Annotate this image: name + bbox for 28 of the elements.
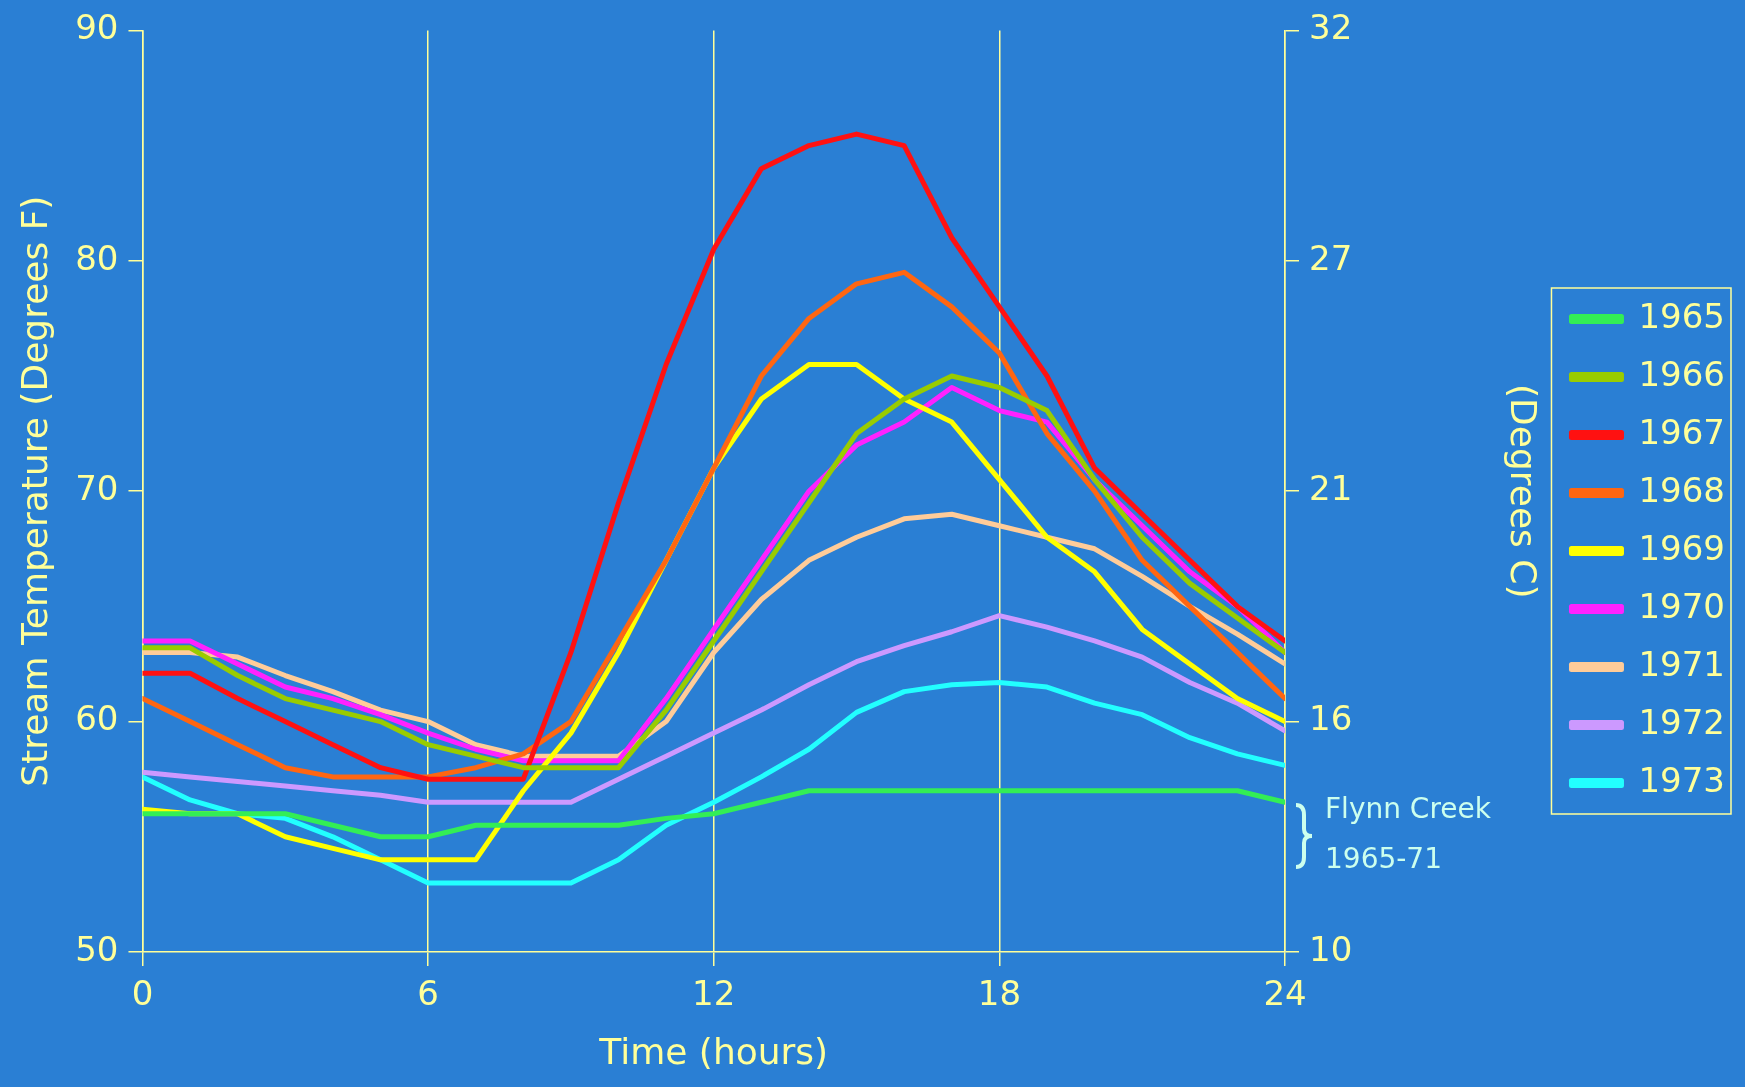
- legend-label: 1965: [1638, 295, 1725, 336]
- legend-label: 1973: [1638, 759, 1725, 800]
- x-tick-label: 12: [692, 973, 736, 1014]
- y-tick-label: 50: [75, 928, 119, 969]
- legend-label: 1968: [1638, 469, 1725, 510]
- legend-label: 1970: [1638, 585, 1725, 626]
- y-tick-label: 80: [75, 237, 119, 278]
- legend-label: 1969: [1638, 527, 1725, 568]
- y-tick-label: 60: [75, 698, 119, 739]
- x-tick-label: 24: [1263, 973, 1307, 1014]
- y-tick-label: 70: [75, 468, 119, 509]
- y2-tick-label: 32: [1309, 7, 1353, 48]
- x-axis-title: Time (hours): [598, 1030, 829, 1072]
- y-tick-label: 90: [75, 7, 119, 48]
- x-tick-label: 0: [131, 973, 154, 1014]
- x-tick-label: 18: [977, 973, 1022, 1014]
- text: Flynn Creek 1965-71: [1325, 791, 1492, 875]
- legend-label: 1972: [1638, 701, 1725, 742]
- y2-tick-label: 16: [1309, 698, 1353, 739]
- x-tick-label: 6: [417, 973, 439, 1014]
- y-axis-title: Stream Temperature (Degrees F): [13, 195, 55, 787]
- y2-tick-label: 10: [1309, 928, 1353, 969]
- legend-label: 1967: [1638, 411, 1725, 452]
- y2-tick-label: 21: [1309, 468, 1353, 509]
- legend-label: 1971: [1638, 643, 1725, 684]
- legend-label: 1966: [1638, 353, 1725, 394]
- y2-axis-title: (Degrees C): [1502, 383, 1544, 599]
- y2-tick-label: 27: [1309, 237, 1353, 278]
